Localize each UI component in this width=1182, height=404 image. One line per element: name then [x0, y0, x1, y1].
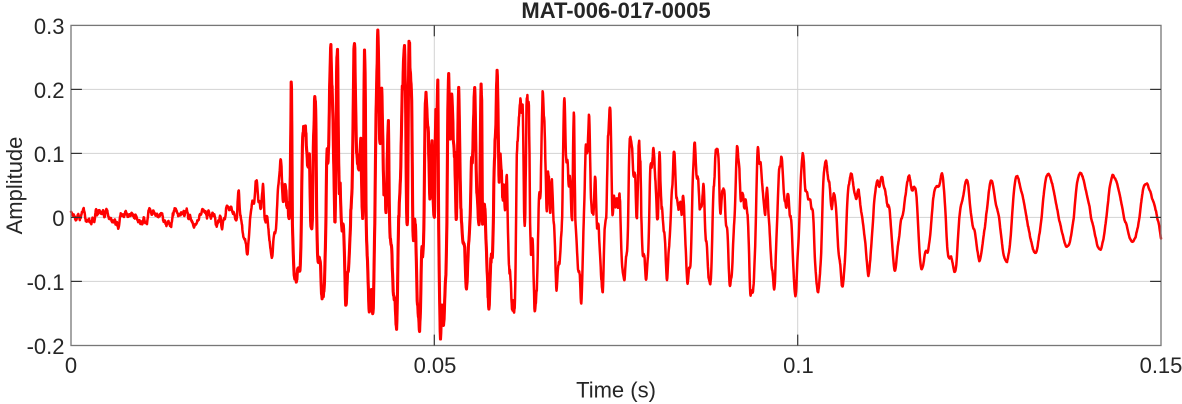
svg-text:MAT-006-017-0005: MAT-006-017-0005 [521, 0, 710, 23]
svg-text:0.1: 0.1 [783, 353, 814, 378]
svg-text:0: 0 [65, 353, 77, 378]
svg-text:0.15: 0.15 [1140, 353, 1182, 378]
svg-text:0.1: 0.1 [34, 142, 65, 167]
svg-text:-0.2: -0.2 [27, 334, 65, 359]
svg-text:0: 0 [52, 206, 64, 231]
svg-text:Time (s): Time (s) [576, 378, 656, 403]
svg-text:0.3: 0.3 [34, 14, 65, 39]
svg-text:-0.1: -0.1 [27, 270, 65, 295]
svg-text:Amplitude: Amplitude [2, 137, 27, 235]
svg-text:0.2: 0.2 [34, 78, 65, 103]
svg-text:0.05: 0.05 [414, 353, 457, 378]
